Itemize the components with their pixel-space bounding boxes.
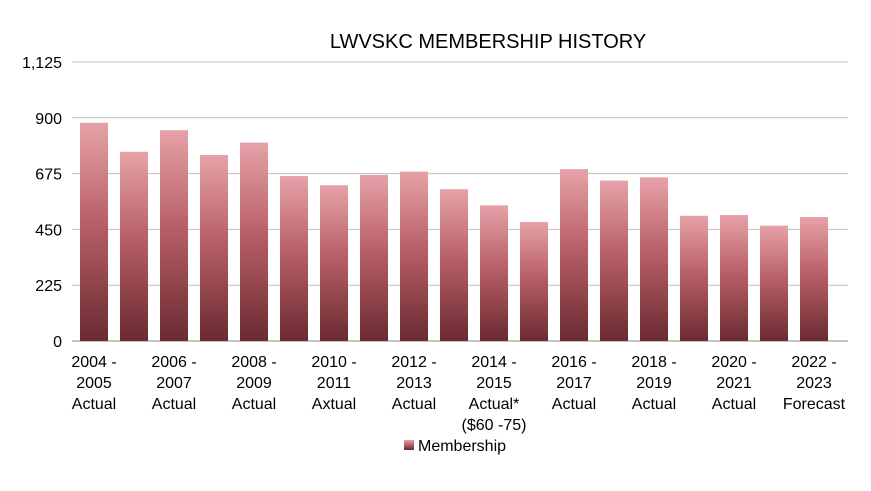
bar: [360, 174, 388, 341]
x-tick-label: 2022 -2023 Forecast: [783, 354, 846, 413]
y-tick-label: 450: [35, 222, 62, 239]
bar: [240, 142, 268, 341]
x-tick-label: 2020 -2021 Actual: [711, 354, 756, 413]
x-tick-label: 2010 -2011 Axtual: [311, 354, 356, 413]
bar: [760, 225, 788, 341]
x-tick-label: 2012 -2013 Actual: [391, 354, 436, 413]
x-tick-label: 2004 -2005 Actual: [71, 354, 116, 413]
x-tick-label: 2006 -2007 Actual: [151, 354, 196, 413]
y-tick-label: 1,125: [22, 55, 62, 72]
x-tick-label: 2018 -2019 Actual: [631, 354, 676, 413]
legend-label: Membership: [418, 438, 506, 455]
chart-title: LWVSKC MEMBERSHIP HISTORY: [330, 31, 646, 53]
bar: [200, 155, 228, 341]
bar: [280, 176, 308, 341]
y-tick-label: 675: [35, 167, 62, 184]
bar: [120, 151, 148, 341]
bar: [320, 185, 348, 341]
legend: Membership: [404, 438, 506, 455]
y-axis: 0 225 450 675 900 1,125: [22, 55, 62, 351]
bar: [160, 130, 188, 341]
bar: [560, 169, 588, 341]
bar: [80, 122, 108, 341]
bar: [800, 217, 828, 341]
bar: [480, 205, 508, 341]
x-tick-label: 2008 -2009 Actual: [231, 354, 276, 413]
y-tick-label: 0: [53, 334, 62, 351]
y-tick-label: 900: [35, 111, 62, 128]
bar: [720, 215, 748, 341]
bar: [680, 215, 708, 341]
x-axis: 2004 -2005 Actual 2006 -2007 Actual 2008 -20…: [71, 354, 845, 434]
bar: [640, 177, 668, 341]
legend-swatch: [404, 440, 414, 450]
bar: [400, 171, 428, 341]
y-tick-label: 225: [35, 278, 62, 295]
x-tick-label: 2014 -2015 Actual* ($60 -75): [462, 354, 527, 434]
bar: [440, 189, 468, 341]
bar: [600, 180, 628, 341]
bar: [520, 221, 548, 341]
bars: [80, 122, 828, 341]
x-tick-label: 2016 -2017 Actual: [551, 354, 596, 413]
